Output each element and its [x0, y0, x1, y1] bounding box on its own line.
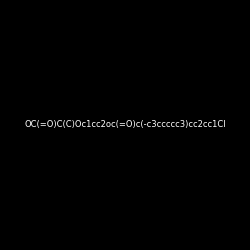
Text: OC(=O)C(C)Oc1cc2oc(=O)c(-c3ccccc3)cc2cc1Cl: OC(=O)C(C)Oc1cc2oc(=O)c(-c3ccccc3)cc2cc1…	[24, 120, 226, 130]
